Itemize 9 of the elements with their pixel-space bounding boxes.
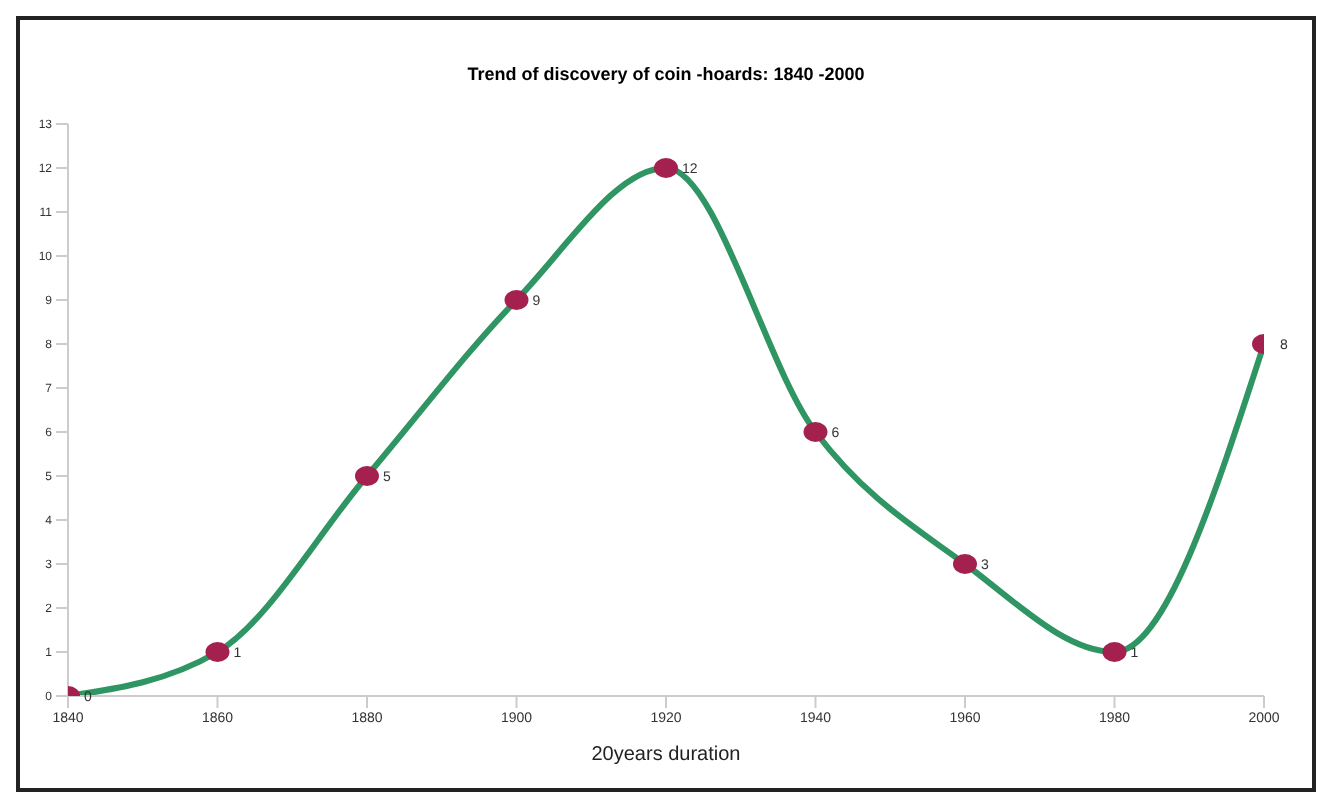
point — [803, 422, 828, 442]
point — [1102, 642, 1127, 662]
point — [953, 554, 977, 574]
x-axis-title: 20years duration — [591, 744, 741, 766]
chart-title: Trend of discovery of coin -hoards: 1840 -2000 — [465, 64, 867, 88]
point — [654, 158, 678, 178]
point — [205, 642, 230, 662]
point — [504, 290, 529, 310]
point — [355, 466, 379, 486]
